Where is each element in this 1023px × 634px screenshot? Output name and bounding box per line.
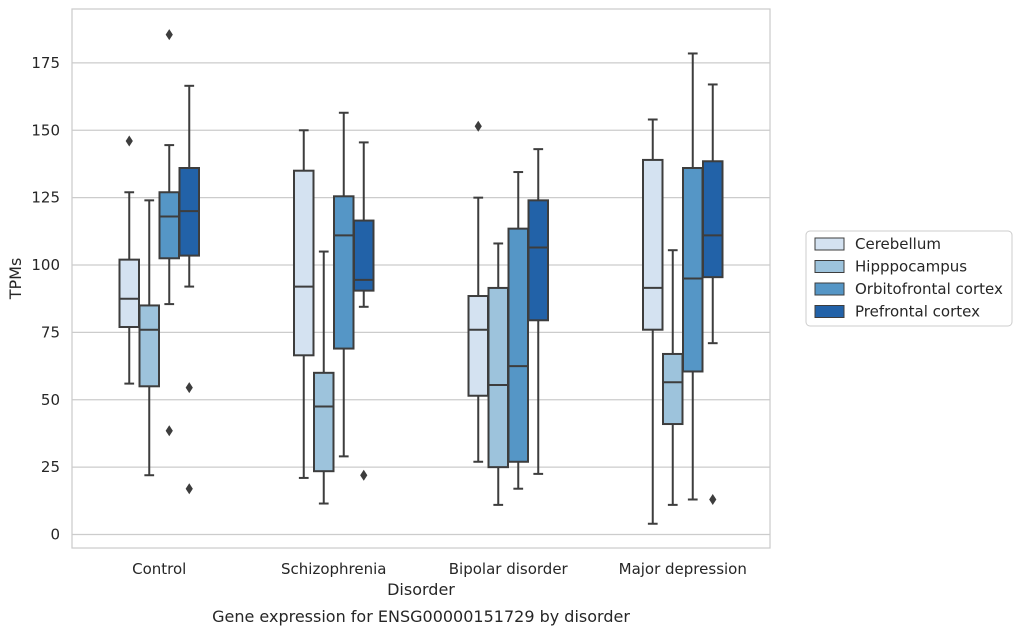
box-hipppocampus bbox=[313, 250, 335, 505]
x-tick-label: Control bbox=[132, 560, 186, 578]
y-tick-labels: 0 25 50 75 100 125 150 175 bbox=[31, 54, 60, 544]
box-iqr bbox=[353, 219, 375, 292]
y-axis-label: TPMs bbox=[6, 258, 25, 301]
outlier-point bbox=[125, 135, 133, 147]
box-iqr bbox=[118, 258, 140, 329]
box-hipppocampus bbox=[662, 249, 684, 506]
box-orbitofrontal-cortex bbox=[158, 29, 180, 437]
box-iqr bbox=[293, 169, 315, 357]
outlier-point bbox=[185, 483, 193, 495]
x-tick-label: Bipolar disorder bbox=[449, 560, 569, 578]
box-prefrontal-cortex bbox=[527, 148, 549, 475]
box-prefrontal-cortex bbox=[178, 84, 200, 495]
legend-swatch bbox=[814, 282, 845, 296]
box-iqr bbox=[642, 158, 664, 331]
x-tick-label: Schizophrenia bbox=[281, 560, 386, 578]
box-orbitofrontal-cortex bbox=[333, 111, 355, 458]
box-cerebellum bbox=[642, 118, 664, 525]
legend-frame bbox=[805, 230, 1013, 327]
y-tick-label: 75 bbox=[41, 323, 60, 341]
plot-area-frame bbox=[71, 8, 771, 549]
legend-entry-label: Prefrontal cortex bbox=[855, 303, 980, 321]
legend-entry-label: Hipppocampus bbox=[855, 258, 967, 276]
box-iqr bbox=[702, 160, 724, 279]
outlier-point bbox=[185, 382, 193, 394]
box-iqr bbox=[682, 167, 704, 373]
box-iqr bbox=[527, 199, 549, 322]
box-iqr bbox=[467, 295, 489, 397]
chart-caption: Gene expression for ENSG00000151729 by d… bbox=[212, 607, 630, 626]
box-iqr bbox=[138, 304, 160, 388]
legend-swatch bbox=[814, 260, 845, 273]
box-prefrontal-cortex bbox=[353, 141, 375, 481]
outlier-point bbox=[709, 493, 717, 505]
box-cerebellum bbox=[293, 129, 315, 479]
box-cerebellum bbox=[118, 135, 140, 385]
y-tick-label: 175 bbox=[31, 54, 60, 72]
box-cerebellum bbox=[467, 120, 489, 463]
box-hipppocampus bbox=[487, 242, 509, 506]
gridlines bbox=[72, 62, 770, 536]
x-tick-label: Major depression bbox=[619, 560, 747, 578]
y-tick-label: 100 bbox=[31, 256, 60, 274]
outlier-point bbox=[474, 120, 482, 132]
legend-swatch bbox=[814, 305, 845, 318]
x-tick-labels: Control Schizophrenia Bipolar disorder Majo… bbox=[132, 560, 747, 578]
x-axis-label: Disorder bbox=[387, 580, 455, 599]
box-orbitofrontal-cortex bbox=[682, 52, 704, 501]
box-iqr bbox=[662, 352, 684, 426]
y-tick-label: 0 bbox=[50, 526, 60, 544]
box-iqr bbox=[313, 371, 335, 473]
outlier-point bbox=[165, 29, 173, 41]
legend-swatch bbox=[814, 237, 845, 251]
legend: Cerebellum Hipppocampus Orbitofrontal cort… bbox=[805, 230, 1013, 327]
y-tick-label: 150 bbox=[31, 121, 60, 139]
outlier-point bbox=[360, 469, 368, 481]
y-tick-label: 25 bbox=[41, 458, 60, 476]
box-iqr bbox=[158, 191, 180, 260]
y-tick-label: 50 bbox=[41, 391, 60, 409]
box-prefrontal-cortex bbox=[702, 83, 724, 505]
boxes-layer bbox=[118, 29, 724, 525]
y-tick-label: 125 bbox=[31, 189, 60, 207]
box-iqr bbox=[507, 227, 529, 463]
box-orbitofrontal-cortex bbox=[507, 171, 529, 490]
outlier-point bbox=[165, 425, 173, 437]
box-iqr bbox=[333, 195, 355, 350]
box-hipppocampus bbox=[138, 199, 160, 477]
legend-entry-label: Cerebellum bbox=[855, 235, 941, 253]
box-iqr bbox=[487, 286, 509, 469]
legend-entry-label: Orbitofrontal cortex bbox=[855, 280, 1003, 298]
